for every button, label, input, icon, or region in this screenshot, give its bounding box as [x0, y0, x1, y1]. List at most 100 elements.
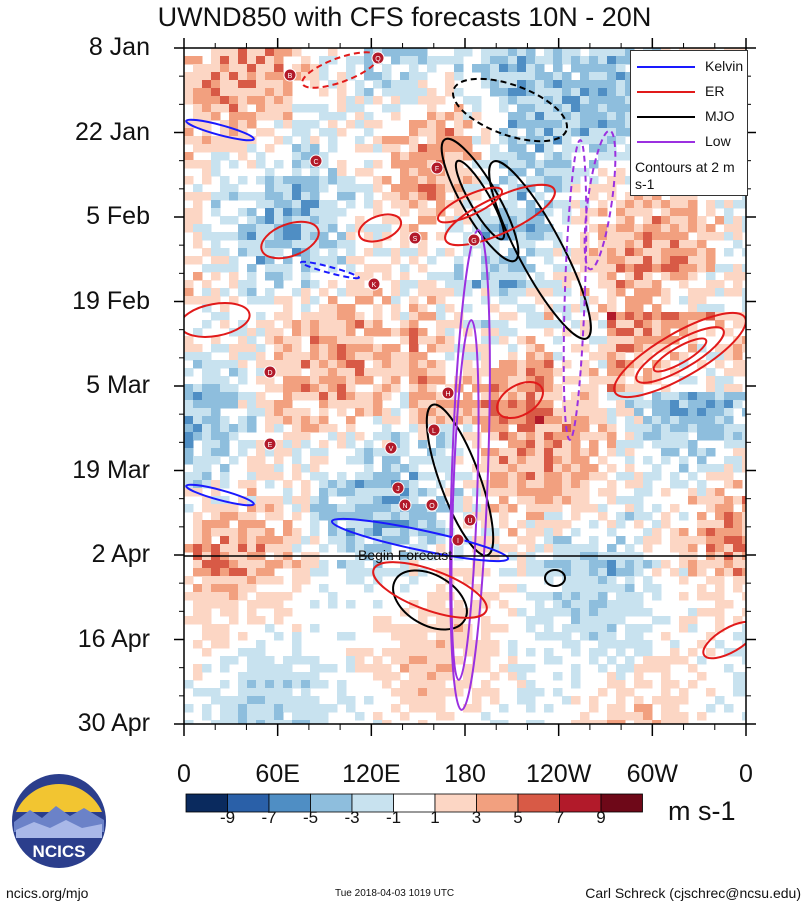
field-cell [346, 496, 356, 505]
field-cell [490, 448, 500, 457]
field-cell [247, 720, 257, 724]
field-cell [310, 560, 320, 569]
field-cell [292, 120, 302, 129]
field-cell [211, 96, 221, 105]
field-cell [544, 320, 554, 329]
field-cell [427, 376, 437, 385]
field-cell [301, 304, 311, 313]
field-cell [427, 696, 437, 705]
field-cell [229, 456, 239, 465]
field-cell [247, 264, 257, 273]
field-cell [436, 496, 446, 505]
field-cell [652, 256, 662, 265]
field-cell [715, 584, 725, 593]
field-cell [184, 296, 194, 305]
field-cell [697, 392, 707, 401]
field-cell [607, 320, 617, 329]
field-cell [553, 544, 563, 553]
y-tick-label: 8 Jan [88, 33, 150, 61]
field-cell [220, 64, 230, 73]
footer-url[interactable]: ncics.org/mjo [6, 885, 89, 901]
y-tick-label: 5 Mar [86, 371, 150, 399]
field-cell [535, 632, 545, 641]
field-cell [292, 536, 302, 545]
field-cell [517, 688, 527, 697]
field-cell [184, 456, 194, 465]
field-cell [238, 208, 248, 217]
field-cell [463, 200, 473, 209]
field-cell [211, 232, 221, 241]
field-cell [625, 88, 635, 97]
field-cell [409, 72, 419, 81]
field-cell [310, 120, 320, 129]
field-cell [337, 312, 347, 321]
colorbar-label: -1 [385, 808, 402, 827]
field-cell [337, 104, 347, 113]
field-cell [391, 432, 401, 441]
field-cell [445, 288, 455, 297]
field-cell [346, 504, 356, 513]
field-cell [184, 368, 194, 377]
field-cell [391, 416, 401, 425]
field-cell [571, 648, 581, 657]
field-cell [463, 624, 473, 633]
field-cell [265, 536, 275, 545]
field-cell [544, 160, 554, 169]
field-cell [337, 440, 347, 449]
field-cell [418, 568, 428, 577]
field-cell [517, 136, 527, 145]
field-cell [742, 344, 746, 353]
field-cell [625, 152, 635, 161]
field-cell [283, 112, 293, 121]
field-cell [490, 536, 500, 545]
field-cell [616, 400, 626, 409]
field-cell [535, 216, 545, 225]
field-cell [463, 504, 473, 513]
field-cell [733, 264, 743, 273]
field-cell [319, 56, 329, 65]
field-cell [328, 424, 338, 433]
field-cell [373, 208, 383, 217]
field-cell [355, 520, 365, 529]
field-cell [490, 272, 500, 281]
field-cell [211, 640, 221, 649]
ncics-logo[interactable]: NCICS [10, 772, 108, 870]
field-cell [508, 400, 518, 409]
field-cell [715, 312, 725, 321]
colorbar-label: 3 [471, 808, 482, 827]
field-cell [625, 48, 635, 57]
field-cell [625, 240, 635, 249]
field-cell [445, 632, 455, 641]
field-cell [193, 608, 203, 617]
field-cell [283, 176, 293, 185]
field-cell [202, 160, 212, 169]
field-cell [265, 472, 275, 481]
field-cell [544, 88, 554, 97]
field-cell [697, 528, 707, 537]
field-cell [463, 120, 473, 129]
field-cell [220, 568, 230, 577]
field-cell [643, 664, 653, 673]
field-cell [256, 520, 266, 529]
field-cell [490, 152, 500, 161]
field-cell [607, 424, 617, 433]
field-cell [697, 712, 707, 721]
field-cell [652, 584, 662, 593]
field-cell [436, 672, 446, 681]
kelvin-contour [185, 483, 255, 507]
field-cell [319, 160, 329, 169]
field-cell [526, 208, 536, 217]
field-cell [463, 568, 473, 577]
field-cell [382, 352, 392, 361]
field-cell [454, 640, 464, 649]
field-cell [562, 144, 572, 153]
field-cell [418, 248, 428, 257]
field-cell [481, 544, 491, 553]
field-cell [742, 304, 746, 313]
field-cell [436, 520, 446, 529]
field-cell [670, 224, 680, 233]
field-cell [445, 112, 455, 121]
field-cell [256, 352, 266, 361]
field-cell [238, 528, 248, 537]
field-cell [598, 104, 608, 113]
